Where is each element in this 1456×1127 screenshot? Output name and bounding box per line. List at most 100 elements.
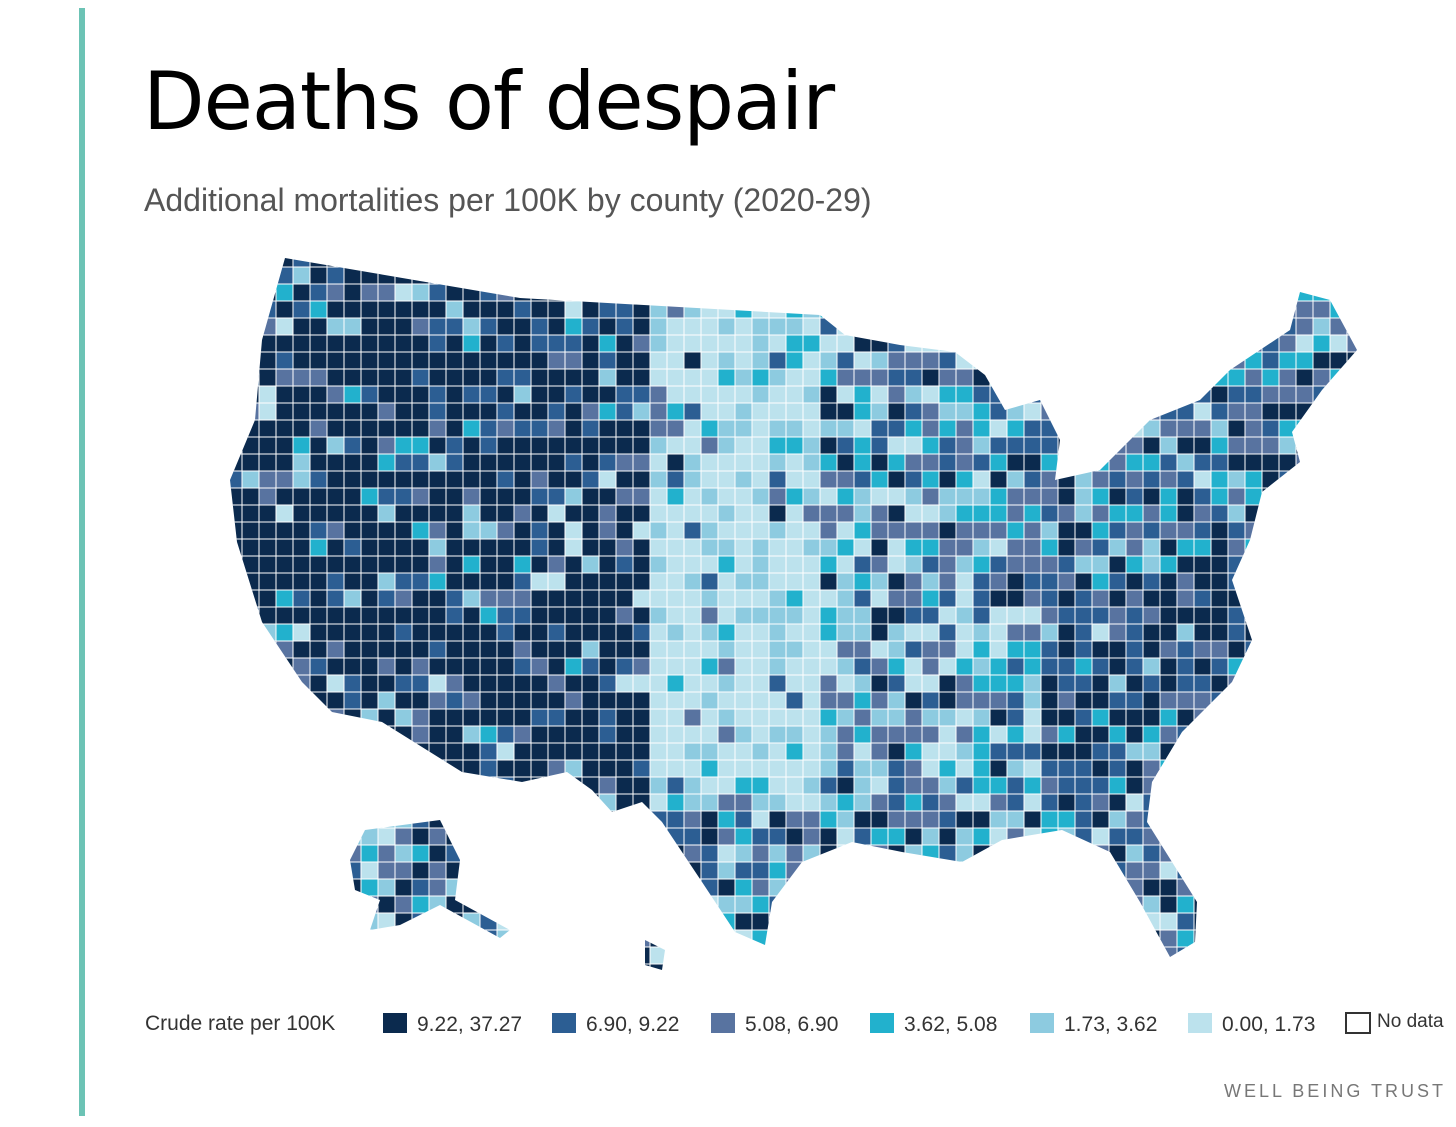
county-cell — [1074, 419, 1093, 438]
county-cell — [870, 300, 889, 319]
county-cell — [836, 453, 855, 472]
county-cell — [326, 572, 345, 591]
county-cell — [1108, 300, 1127, 319]
county-cell — [683, 258, 702, 268]
county-cell — [564, 487, 583, 506]
county-cell — [819, 266, 838, 285]
county-cell — [462, 487, 481, 506]
county-cell — [1278, 793, 1297, 812]
county-cell — [1261, 453, 1280, 472]
county-cell — [700, 470, 719, 489]
county-cell — [1023, 725, 1042, 744]
county-cell — [1244, 453, 1263, 472]
county-cell — [309, 453, 328, 472]
county-cell — [615, 725, 634, 744]
county-cell — [377, 606, 396, 625]
county-cell — [819, 470, 838, 489]
county-cell — [700, 844, 719, 863]
county-cell — [428, 742, 447, 761]
county-cell — [377, 895, 396, 914]
county-cell — [1312, 258, 1331, 268]
county-cell — [292, 283, 311, 302]
county-cell — [1312, 300, 1331, 319]
county-cell — [632, 470, 651, 489]
county-cell — [1278, 946, 1297, 965]
county-cell — [360, 470, 379, 489]
county-cell — [1227, 351, 1246, 370]
county-cell — [1312, 283, 1331, 302]
county-cell — [972, 419, 991, 438]
county-cell — [411, 487, 430, 506]
county-cell — [309, 385, 328, 404]
county-cell — [955, 708, 974, 727]
county-cell — [1346, 258, 1357, 268]
county-cell — [275, 470, 294, 489]
county-cell — [377, 742, 396, 761]
county-cell — [1023, 572, 1042, 591]
county-cell — [819, 300, 838, 319]
county-cell — [1312, 895, 1331, 914]
county-cell — [564, 258, 583, 268]
county-cell — [360, 793, 379, 812]
county-cell — [785, 504, 804, 523]
county-cell — [1091, 793, 1110, 812]
county-cell — [564, 691, 583, 710]
county-cell — [1091, 334, 1110, 353]
county-cell — [1125, 453, 1144, 472]
county-cell — [241, 402, 260, 421]
county-cell — [700, 725, 719, 744]
county-cell — [1227, 742, 1246, 761]
county-cell — [1244, 283, 1263, 302]
county-cell — [394, 300, 413, 319]
county-cell — [870, 827, 889, 846]
county-cell — [870, 538, 889, 557]
county-cell — [1091, 317, 1110, 336]
county-cell — [921, 606, 940, 625]
county-cell — [258, 946, 277, 965]
county-cell — [394, 521, 413, 540]
county-cell — [411, 793, 430, 812]
county-cell — [1091, 912, 1110, 931]
county-cell — [1227, 725, 1246, 744]
county-cell — [683, 776, 702, 795]
county-cell — [258, 759, 277, 778]
county-cell — [1142, 436, 1161, 455]
county-cell — [921, 742, 940, 761]
county-cell — [717, 487, 736, 506]
county-cell — [751, 861, 770, 880]
county-cell — [1364, 505, 1381, 522]
county-cell — [666, 572, 685, 591]
county-cell — [496, 827, 515, 846]
county-cell — [938, 555, 957, 574]
county-cell — [377, 623, 396, 642]
county-cell — [258, 266, 277, 285]
county-cell — [700, 674, 719, 693]
county-cell — [1227, 963, 1246, 970]
county-cell — [1176, 470, 1195, 489]
county-cell — [989, 487, 1008, 506]
county-cell — [479, 946, 498, 965]
county-cell — [564, 708, 583, 727]
county-cell — [955, 402, 974, 421]
county-cell — [819, 623, 838, 642]
county-cell — [292, 538, 311, 557]
county-cell — [1312, 759, 1331, 778]
county-cell — [275, 742, 294, 761]
county-cell — [904, 572, 923, 591]
county-cell — [734, 759, 753, 778]
county-cell — [768, 674, 787, 693]
county-cell — [1074, 657, 1093, 676]
county-cell — [1295, 453, 1314, 472]
county-cell — [972, 963, 991, 970]
county-cell — [717, 266, 736, 285]
county-cell — [1006, 436, 1025, 455]
county-cell — [230, 606, 243, 625]
county-cell — [887, 691, 906, 710]
county-cell — [972, 538, 991, 557]
county-cell — [1295, 317, 1314, 336]
county-cell — [836, 929, 855, 948]
county-cell — [479, 674, 498, 693]
county-cell — [1091, 436, 1110, 455]
county-cell — [1329, 589, 1348, 608]
county-cell — [1346, 572, 1357, 591]
